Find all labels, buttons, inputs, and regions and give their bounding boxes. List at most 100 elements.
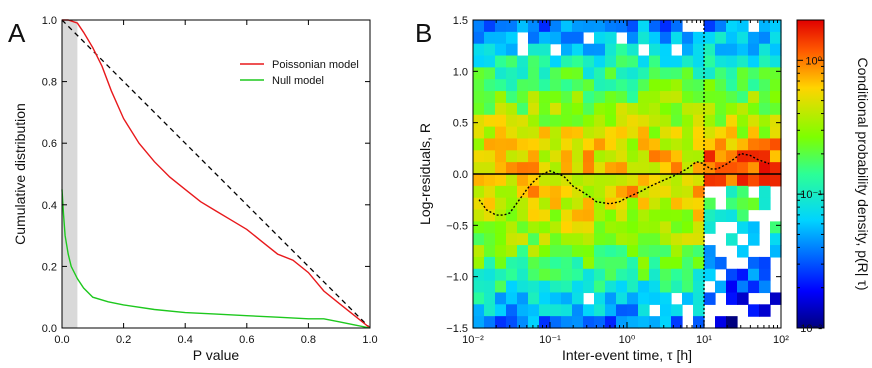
heatmap-cell bbox=[649, 114, 661, 128]
heatmap-cell bbox=[605, 126, 617, 140]
heatmap-cell bbox=[495, 79, 507, 92]
heatmap-cell bbox=[506, 197, 518, 211]
heatmap-cell bbox=[671, 304, 683, 317]
heatmap-cell bbox=[671, 209, 683, 222]
heatmap-cell bbox=[682, 79, 694, 92]
heatmap-cell bbox=[627, 304, 639, 317]
heatmap-cell bbox=[638, 197, 650, 211]
heatmap-cell bbox=[484, 245, 496, 258]
heatmap-cell bbox=[594, 79, 606, 92]
panel-a-shaded-region bbox=[62, 20, 78, 328]
heatmap-cell bbox=[660, 67, 672, 80]
heatmap-cell bbox=[528, 31, 540, 45]
heatmap-cell bbox=[616, 138, 628, 151]
heatmap-cell bbox=[583, 43, 595, 57]
heatmap-cell bbox=[616, 91, 628, 104]
heatmap-cell bbox=[737, 162, 749, 175]
heatmap-cell bbox=[693, 31, 705, 45]
heatmap-cell bbox=[528, 138, 540, 151]
heatmap-cell bbox=[572, 292, 584, 305]
heatmap-cell bbox=[770, 292, 782, 305]
heatmap-cell bbox=[583, 150, 595, 163]
heatmap-cell bbox=[660, 150, 672, 163]
heatmap-cell bbox=[737, 67, 749, 80]
heatmap-cell bbox=[748, 174, 760, 187]
heatmap-cell bbox=[550, 20, 562, 33]
heatmap-cell bbox=[693, 150, 705, 163]
heatmap-cell bbox=[495, 280, 507, 294]
heatmap-cell bbox=[550, 67, 562, 80]
heatmap-cell bbox=[616, 20, 628, 33]
heatmap-cell bbox=[550, 31, 562, 45]
heatmap-cell bbox=[605, 197, 617, 211]
heatmap-cell bbox=[737, 268, 749, 282]
heatmap-cell bbox=[759, 67, 771, 80]
heatmap-cell bbox=[528, 43, 540, 57]
dotted-trend-curve bbox=[478, 152, 770, 216]
heatmap-cell bbox=[605, 43, 617, 57]
colorbar-label: Conditional probability density, p(R| τ) bbox=[855, 57, 871, 290]
heatmap-cell bbox=[572, 245, 584, 258]
heatmap-cell bbox=[759, 114, 771, 128]
heatmap-cell bbox=[759, 79, 771, 92]
heatmap-cell bbox=[638, 150, 650, 163]
heatmap-cell bbox=[682, 221, 694, 234]
heatmap-cell bbox=[616, 162, 628, 175]
heatmap-cells bbox=[473, 20, 782, 329]
heatmap-cell bbox=[770, 91, 782, 104]
heatmap-cell bbox=[627, 31, 639, 45]
heatmap-cell bbox=[759, 185, 771, 199]
heatmap-cell bbox=[627, 114, 639, 128]
x-tick-label: 10¹ bbox=[696, 334, 712, 346]
heatmap-cell bbox=[627, 43, 639, 57]
heatmap-cell bbox=[506, 245, 518, 258]
heatmap-cell bbox=[759, 268, 771, 282]
heatmap-cell bbox=[638, 185, 650, 199]
heatmap-cell bbox=[594, 197, 606, 211]
heatmap-cell bbox=[671, 256, 683, 270]
heatmap-cell bbox=[539, 209, 551, 222]
heatmap-cell bbox=[572, 43, 584, 57]
heatmap-cell bbox=[583, 316, 595, 329]
heatmap-cell bbox=[660, 162, 672, 175]
heatmap-cell bbox=[759, 150, 771, 163]
heatmap-cell bbox=[561, 304, 573, 317]
heatmap-cell bbox=[616, 209, 628, 222]
heatmap-cell bbox=[649, 221, 661, 234]
heatmap-cell bbox=[473, 316, 485, 329]
heatmap-cell bbox=[682, 138, 694, 151]
heatmap-cell bbox=[539, 197, 551, 211]
heatmap-cell bbox=[638, 256, 650, 270]
heatmap-cell bbox=[759, 304, 771, 317]
heatmap-cell bbox=[737, 280, 749, 294]
heatmap-cell bbox=[715, 162, 727, 175]
heatmap-cell bbox=[660, 316, 672, 329]
heatmap-cell bbox=[484, 197, 496, 211]
heatmap-cell bbox=[528, 209, 540, 222]
heatmap-cell bbox=[550, 114, 562, 128]
heatmap-cell bbox=[693, 221, 705, 234]
heatmap-cell bbox=[484, 162, 496, 175]
heatmap-cell bbox=[737, 174, 749, 187]
y-tick-label: 1.5 bbox=[453, 15, 468, 27]
heatmap-cell bbox=[583, 256, 595, 270]
heatmap-cell bbox=[506, 268, 518, 282]
heatmap-cell bbox=[561, 150, 573, 163]
heatmap-cell bbox=[693, 91, 705, 104]
heatmap-cell bbox=[572, 67, 584, 80]
heatmap-cell bbox=[594, 102, 606, 116]
heatmap-cell bbox=[517, 55, 529, 68]
heatmap-cell bbox=[649, 268, 661, 282]
heatmap-cell bbox=[583, 197, 595, 211]
heatmap-cell bbox=[671, 91, 683, 104]
y-tick-label: 1.0 bbox=[453, 66, 468, 78]
heatmap-cell bbox=[594, 209, 606, 222]
heatmap-cell bbox=[715, 150, 727, 163]
heatmap-cell bbox=[616, 150, 628, 163]
heatmap-cell bbox=[627, 79, 639, 92]
heatmap-cell bbox=[495, 138, 507, 151]
heatmap-cell bbox=[495, 31, 507, 45]
heatmap-cell bbox=[715, 43, 727, 57]
heatmap-cell bbox=[572, 162, 584, 175]
heatmap-cell bbox=[484, 91, 496, 104]
